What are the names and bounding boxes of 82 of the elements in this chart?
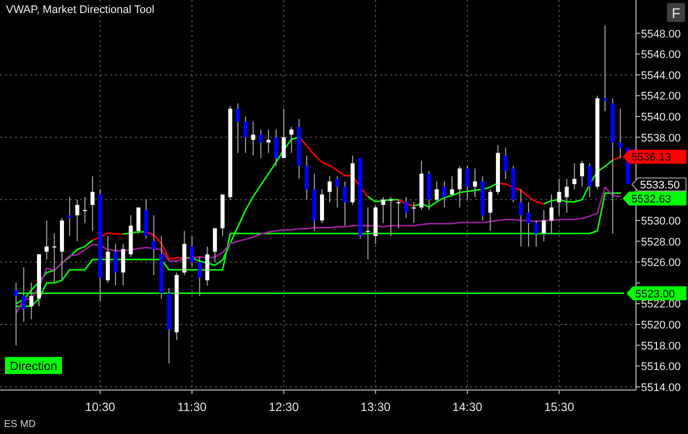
chart-title: VWAP, Market Directional Tool [6,4,154,16]
candlestick [198,256,202,296]
y-tick-label: 5522.00 [641,298,681,311]
candlestick [14,282,18,346]
candlestick [274,128,278,166]
candlestick [458,165,462,208]
candlestick [572,162,576,190]
candlestick [549,194,554,234]
candlestick [396,199,401,229]
candlestick [328,176,332,203]
candlestick [412,202,416,224]
y-tick-label: 5548.00 [641,28,681,40]
x-tick-label: 11:30 [177,400,207,414]
candlestick [289,126,294,154]
y-tick-label: 5530.00 [641,215,681,228]
candlestick [304,154,309,200]
candlestick [366,206,370,260]
candlestick [212,228,217,263]
y-tick-label: 5514.00 [641,382,681,394]
candlestick [526,202,531,247]
y-tick-label: 5518.00 [641,340,681,352]
candlestick [75,199,80,242]
candlestick [564,178,569,214]
y-tick-label: 5520.00 [641,319,681,332]
candlestick [22,266,26,322]
candlestick [603,24,608,112]
candlestick [504,147,508,180]
y-tick-label: 5542.00 [641,90,681,103]
candlestick [335,176,340,208]
candlestick [472,168,477,198]
candlestick [404,196,408,218]
y-tick-label: 5538.00 [641,132,681,144]
y-tick-label: 5526.00 [641,257,681,270]
candlestick [388,196,393,237]
candlestick [342,180,347,226]
x-tick-label: 15:30 [544,400,574,414]
x-tick-label: 13:30 [360,400,391,414]
candlestick [52,232,56,284]
candlestick [282,108,286,159]
candlestick [251,121,256,156]
candlestick [557,178,562,216]
candlestick [68,196,72,237]
candlestick [450,176,454,195]
candlestick [82,196,87,224]
annotation: Direction [10,359,58,373]
y-tick-label: 5544.00 [641,70,681,82]
x-tick-label: 12:30 [268,400,300,414]
candlestick [136,206,140,234]
text: ES MD [4,419,36,430]
y-tick-label: 5546.00 [641,49,681,62]
ref-line-label: 5523.00 [635,288,675,300]
candlestick [152,214,156,276]
y-tick-label: 5516.00 [641,361,681,374]
candlestick [381,196,386,224]
text: 5533.50 [640,180,680,192]
candlestick [534,220,538,247]
candlestick [542,210,546,242]
y-tick-label: 5540.00 [641,111,681,124]
candlestick [465,165,470,200]
candlestick [266,128,270,154]
candlestick [588,162,592,198]
y-tick-label: 5528.00 [641,236,681,248]
candlestick [442,180,446,208]
candlestick [44,220,49,260]
candlestick [618,108,622,159]
candlestick [244,116,248,154]
data-label: 5536.13 [631,152,672,164]
candlestick [580,160,584,188]
x-tick-label: 14:30 [452,400,483,414]
candlestick [236,102,240,154]
f-button: F [667,3,685,22]
candlestick [90,176,95,232]
candlestick [29,282,34,320]
candlestick [434,180,439,203]
candlestick [518,188,523,247]
x-tick-label: 10:30 [85,400,116,414]
candlestick [190,236,194,268]
data-label: 5532.63 [631,194,672,206]
candlestick [488,188,492,232]
candlestick [258,128,263,159]
candlestick [113,243,118,286]
candlestick [121,243,126,286]
